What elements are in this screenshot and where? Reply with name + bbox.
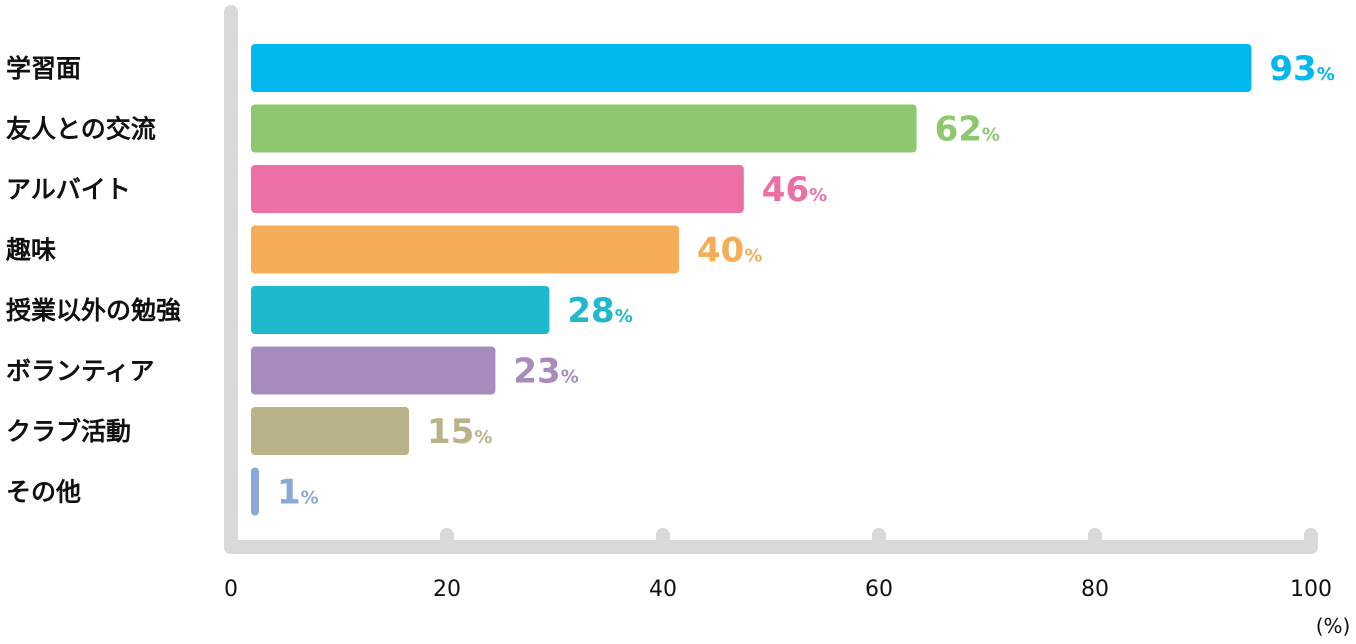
category-label: 授業以外の勉強 [6, 296, 181, 325]
value-label: 23% [513, 352, 578, 392]
category-label: ボランティア [6, 357, 155, 386]
x-tick-label: 20 [433, 577, 461, 602]
bar [251, 467, 259, 516]
value-label: 28% [567, 291, 632, 331]
value-label: 62% [935, 110, 1000, 150]
bar [251, 165, 744, 213]
value-label: 93% [1269, 49, 1334, 89]
bar [251, 44, 1252, 92]
x-tick-label: 100 [1290, 577, 1332, 602]
bar [251, 104, 917, 153]
x-tick-label: 40 [649, 577, 677, 602]
bar [251, 346, 496, 395]
x-tick-label: 0 [224, 577, 238, 602]
bar [251, 407, 409, 455]
value-label: 46% [762, 170, 827, 210]
category-label: 趣味 [5, 236, 56, 265]
value-label: 15% [427, 412, 492, 452]
x-axis-unit: (%) [1316, 614, 1351, 638]
bar [251, 225, 679, 274]
category-label: その他 [6, 478, 81, 507]
category-label: アルバイト [6, 175, 131, 204]
x-tick-label: 60 [865, 577, 893, 602]
category-label: クラブ活動 [6, 417, 131, 446]
category-label: 友人との交流 [6, 115, 156, 144]
x-tick-label: 80 [1081, 577, 1109, 602]
bar [251, 286, 550, 334]
value-label: 1% [277, 473, 319, 513]
value-label: 40% [697, 231, 762, 271]
category-label: 学習面 [6, 54, 81, 83]
